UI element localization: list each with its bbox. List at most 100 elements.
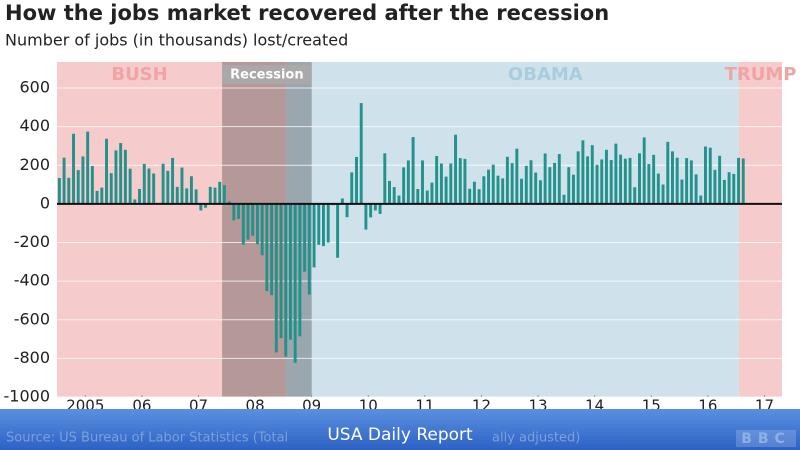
bar: [661, 184, 665, 204]
bar: [699, 195, 703, 204]
bar: [128, 168, 132, 204]
bar: [604, 149, 608, 204]
bar: [487, 169, 491, 204]
bar: [737, 157, 740, 204]
source-text: Source: US Bureau of Labor Statistics (T…: [6, 431, 288, 446]
bar: [364, 203, 368, 230]
bar: [284, 203, 288, 357]
bar: [496, 175, 500, 204]
bar: [529, 160, 533, 204]
bar: [444, 176, 448, 204]
bar: [279, 203, 283, 339]
bar: [689, 160, 693, 204]
bar: [321, 203, 325, 247]
bar: [472, 181, 476, 204]
bar: [152, 173, 156, 204]
bar: [90, 166, 94, 204]
bar: [694, 174, 698, 204]
bar: [147, 168, 151, 204]
period-band: [738, 62, 782, 397]
bar: [355, 156, 358, 204]
bar: [350, 172, 354, 204]
bar: [175, 186, 179, 204]
bar: [520, 178, 524, 204]
bar: [227, 201, 231, 204]
bar: [482, 176, 486, 204]
bar: [477, 189, 481, 204]
bar: [340, 198, 344, 204]
bar: [213, 187, 217, 204]
bar: [708, 147, 712, 204]
chart-subtitle: Number of jobs (in thousands) lost/creat…: [5, 31, 348, 50]
bar: [609, 160, 613, 204]
bar: [524, 165, 528, 204]
y-tick-label: -200: [14, 232, 50, 251]
recession-label: Recession: [230, 68, 303, 83]
footer-band: [0, 409, 800, 450]
bar: [741, 158, 745, 204]
bar: [274, 203, 278, 353]
bar: [727, 172, 731, 204]
y-tick-label: 200: [19, 155, 50, 174]
period-label: BUSH: [111, 64, 167, 85]
bar: [241, 203, 245, 245]
bar: [449, 163, 453, 204]
bar: [114, 150, 118, 204]
bar: [501, 178, 505, 204]
bar: [119, 143, 123, 204]
bar: [208, 186, 212, 204]
bar: [312, 203, 316, 268]
bar: [557, 154, 561, 204]
bar: [586, 156, 590, 204]
bar: [166, 170, 170, 204]
bar: [185, 188, 189, 204]
bar: [222, 185, 226, 204]
bar: [685, 158, 689, 204]
bar: [581, 140, 585, 204]
bar: [138, 189, 141, 204]
banner-text: USA Daily Report: [327, 425, 473, 445]
y-tick-label: -800: [14, 348, 50, 367]
period-label: TRUMP: [725, 64, 797, 85]
bar: [468, 188, 472, 204]
bar: [359, 103, 363, 204]
bar: [171, 157, 175, 204]
bar: [180, 167, 184, 204]
bar: [392, 187, 396, 204]
bar: [303, 203, 307, 272]
bar: [590, 145, 594, 204]
y-tick-label: 400: [19, 116, 50, 135]
logo: BBC: [741, 431, 791, 447]
bar: [133, 199, 137, 204]
chart-title: How the jobs market recovered after the …: [5, 1, 609, 25]
bar: [369, 203, 373, 218]
bar: [416, 189, 420, 204]
bar: [81, 156, 85, 204]
bar: [265, 203, 269, 292]
bar: [189, 176, 193, 204]
bar: [100, 187, 104, 204]
bar: [614, 143, 618, 204]
bar: [388, 180, 391, 204]
bar: [425, 190, 429, 204]
bar: [548, 167, 552, 204]
bar: [562, 194, 566, 204]
bar: [430, 182, 434, 204]
bar: [288, 203, 292, 340]
bar: [95, 190, 99, 204]
bar: [732, 173, 736, 204]
source-text: ally adjusted): [492, 431, 580, 446]
bar: [666, 141, 670, 204]
bar: [515, 148, 519, 204]
bar: [232, 203, 236, 221]
bar: [397, 195, 401, 204]
bar: [345, 203, 349, 218]
bar: [406, 160, 410, 204]
bar: [722, 179, 726, 204]
bar: [576, 151, 580, 204]
bar: [421, 160, 424, 204]
bar: [326, 203, 330, 243]
bar: [317, 203, 321, 245]
bar: [373, 203, 377, 211]
